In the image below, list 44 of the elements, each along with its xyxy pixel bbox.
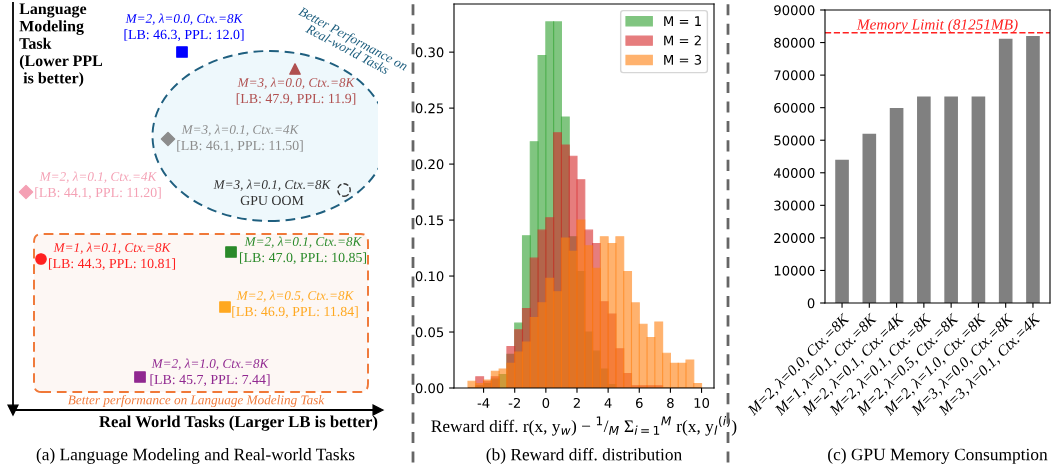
text: M=3, λ=0.1, Ctx.=4K [LB: 46.1, PPL: 11.50]	[177, 124, 303, 153]
y-tick-label: 30000	[774, 200, 815, 211]
y-tick-label: 90000	[774, 5, 815, 16]
y-tick-label: 0.30	[415, 47, 444, 58]
y-tick-label: 80000	[774, 37, 815, 48]
y-tick-label: 50000	[774, 135, 815, 146]
x-tick-label: -2	[508, 397, 520, 408]
legend-label: M = 2	[664, 35, 701, 46]
x-tick-label: -4	[477, 398, 490, 408]
text: (c) GPU Memory Consumption	[828, 448, 1048, 464]
text: M=2, λ=0.0, Ctx.=8K [LB: 46.3, PPL: 12.0]	[124, 13, 244, 42]
y-tick-label: 0.25	[415, 103, 444, 114]
text: M=2, λ=0.5, Ctx.=8K [LB: 46.9, PPL: 11.84]	[232, 290, 358, 319]
text: M=2, λ=0.1, Ctx.=8K [LB: 47.0, PPL: 10.85]	[239, 236, 367, 265]
text: (a) Language Modeling and Real-world Tasks	[36, 448, 355, 464]
text: Real World Tasks (Larger LB is better)	[99, 415, 378, 431]
y-tick-label: 10000	[774, 265, 815, 276]
x-tick-label: 6	[635, 397, 643, 408]
text: M=2, λ=0.1, Ctx.=4K [LB: 44.1, PPL: 11.20]	[35, 171, 161, 200]
x-tick-label: 0	[542, 397, 550, 408]
y-tick-label: 60000	[774, 102, 815, 113]
x-tick-label: 2	[573, 397, 580, 408]
legend-label: M = 1	[664, 16, 701, 26]
y-tick-label: 0.00	[415, 383, 444, 394]
legend-label: M = 3	[664, 54, 702, 65]
y-tick-label: 0.20	[415, 159, 444, 170]
y-tick-label: 40000	[773, 168, 815, 178]
text: M=1, λ=0.1, Ctx.=8K [LB: 44.3, PPL: 10.81]	[48, 242, 176, 271]
y-tick-label: 0.15	[415, 215, 444, 226]
text: (b) Reward diff. distribution	[486, 448, 682, 464]
y-tick-label: 0.10	[415, 271, 444, 282]
text: Better performance on Language Modeling Task	[67, 394, 325, 408]
x-tick-label: 8	[667, 397, 674, 408]
text: M=3, λ=0.1, Ctx.=8K GPU OOM	[213, 179, 331, 206]
y-tick-label: 0	[807, 298, 815, 309]
ref-line-label: Memory Limit (81251MB)	[856, 18, 1018, 33]
text: M=2, λ=1.0, Ctx.=8K [LB: 45.7, PPL: 7.44]	[150, 358, 270, 387]
y-tick-label: 0.05	[415, 327, 444, 338]
text: M=3, λ=0.0, Ctx.=8K [LB: 47.9, PPL: 11.9]	[236, 77, 356, 106]
y-tick-label: 70000	[774, 70, 815, 81]
x-tick-label: 4	[604, 398, 612, 408]
y-tick-label: 20000	[774, 233, 815, 244]
x-tick-label: 10	[694, 397, 710, 408]
text: Language Modeling Task (Lower PPL is better)	[19, 3, 103, 87]
